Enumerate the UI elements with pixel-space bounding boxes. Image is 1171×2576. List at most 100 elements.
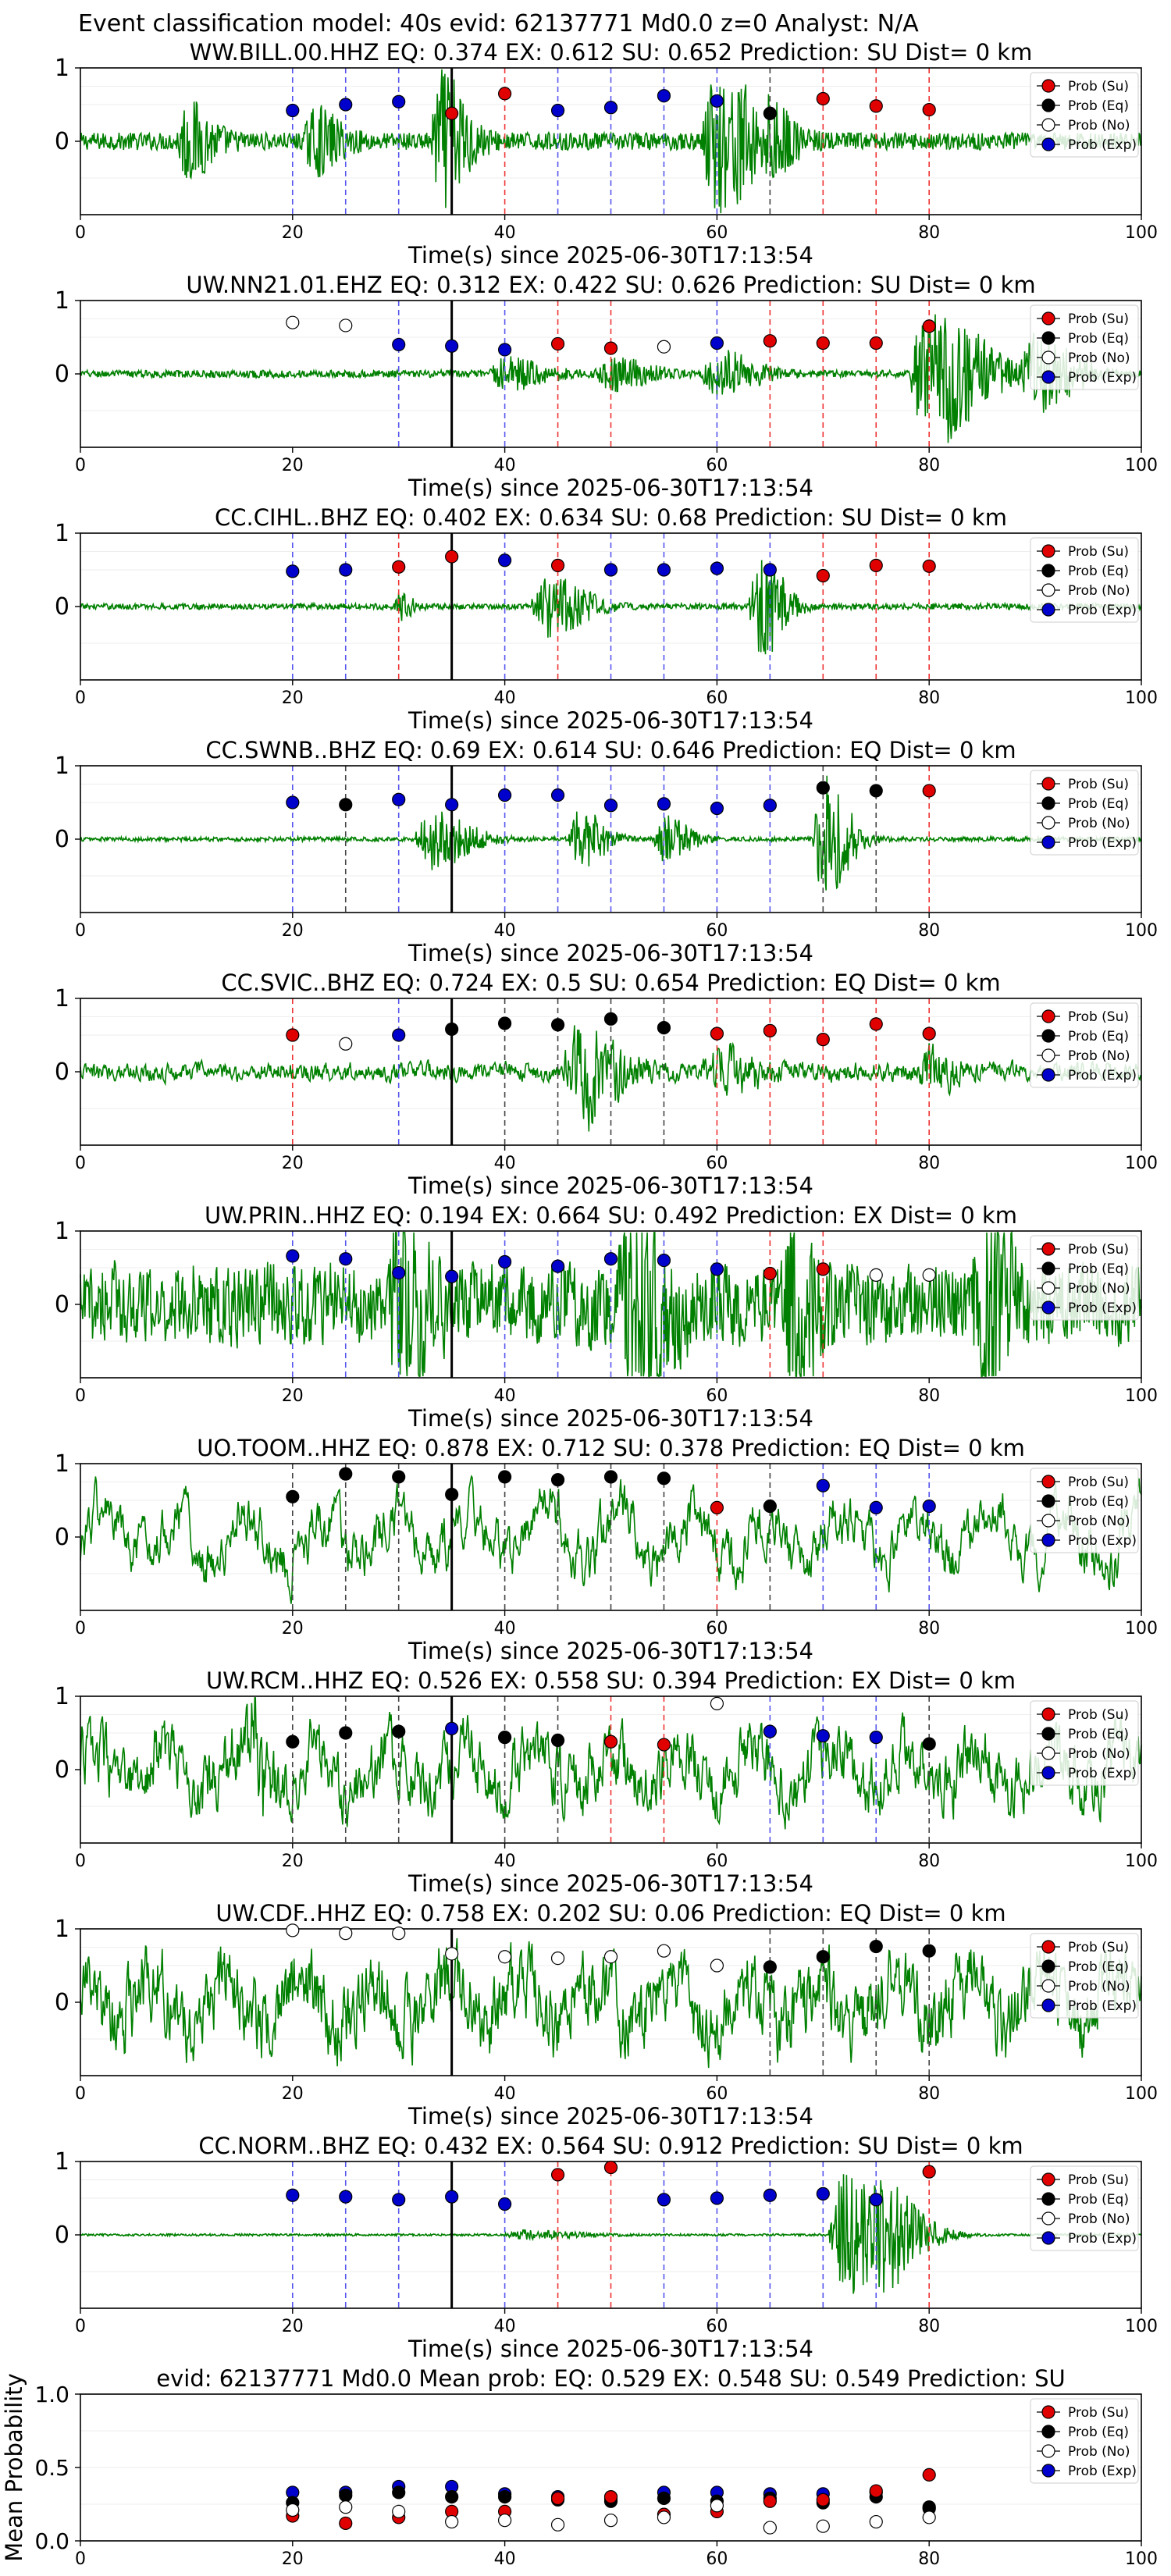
panel-title: CC.CIHL..BHZ EQ: 0.402 EX: 0.634 SU: 0.6… [215,504,1007,531]
legend-label-exp: Prob (Exp) [1068,2231,1137,2247]
prob-point-su [922,2467,936,2482]
prob-point-exp [922,1499,936,1514]
prob-point-su [603,2160,618,2175]
legend-box [1030,1235,1139,1321]
prob-point-exp [339,563,353,577]
legend-marker-su [1041,1940,1055,1954]
legend-label-exp: Prob (Exp) [1068,1533,1137,1549]
x-tick-label: 0 [75,1386,86,1406]
legend-marker-no [1041,2444,1055,2458]
prob-point-exp [497,2197,512,2211]
legend-marker-no [1041,1514,1055,1528]
x-tick-label: 80 [918,921,940,941]
prob-point-su [869,336,883,350]
y-tick-label: 0 [55,1059,69,1086]
x-tick-label: 100 [1125,456,1158,475]
prob-point-exp [445,339,459,353]
prob-point-su [497,87,512,101]
y-tick-label: 1 [55,287,69,315]
legend-label-no: Prob (No) [1068,118,1130,133]
x-tick-label: 60 [706,688,728,708]
prob-point-eq [497,1731,512,1745]
prob-point-exp [392,2193,406,2207]
prob-point-eq [763,1499,777,1514]
x-tick-label: 60 [706,2317,728,2336]
x-tick-label: 0 [75,223,86,243]
panel-title: UW.RCM..HHZ EQ: 0.526 EX: 0.558 SU: 0.39… [206,1667,1016,1694]
x-tick-label: 20 [282,2549,304,2569]
legend-marker-eq [1041,1261,1055,1276]
prob-point-su [550,2491,565,2506]
prob-point-no [816,2519,830,2533]
legend-label-no: Prob (No) [1068,2211,1130,2227]
legend-label-exp: Prob (Exp) [1068,1300,1137,1316]
prob-point-exp [869,2193,883,2207]
legend-label-no: Prob (No) [1068,350,1130,366]
x-tick-label: 20 [282,223,304,243]
seismic-waveform [80,2174,1142,2294]
prob-point-su [922,319,936,333]
legend-marker-eq [1041,564,1055,578]
x-axis-label: Time(s) since 2025-06-30T17:13:54 [408,940,813,966]
x-tick-label: 40 [494,1619,516,1638]
legend-label-exp: Prob (Exp) [1068,603,1137,618]
legend: Prob (Su) Prob (Eq) Prob (No) Prob (Exp) [1030,1002,1139,1088]
x-tick-label: 40 [494,1386,516,1406]
prob-point-exp [657,563,671,577]
prob-point-su [286,1028,300,1042]
legend-marker-su [1041,1475,1055,1489]
prob-point-su [445,550,459,564]
prob-point-su [763,334,777,348]
page-title: Event classification model: 40s evid: 62… [78,10,919,37]
legend-label-eq: Prob (Eq) [1068,331,1129,347]
x-tick-label: 40 [494,921,516,941]
x-tick-label: 80 [918,1386,940,1406]
x-tick-label: 20 [282,2084,304,2104]
legend-label-no: Prob (No) [1068,1048,1130,1064]
prob-point-su [869,1017,883,1031]
legend-label-su: Prob (Su) [1068,311,1129,327]
prob-point-su [922,784,936,798]
x-tick-label: 20 [282,456,304,475]
legend-marker-eq [1041,2192,1055,2206]
x-tick-label: 0 [75,2084,86,2104]
prob-point-no [710,2499,724,2513]
prob-point-no [497,1950,512,1964]
legend-marker-eq [1041,1959,1055,1973]
x-axis-label: Time(s) since 2025-06-30T17:13:54 [408,1870,813,1897]
x-tick-label: 100 [1125,1619,1158,1638]
prob-point-exp [710,2191,724,2205]
prob-point-no [286,2503,300,2517]
prob-point-exp [869,1731,883,1745]
panel-title: UW.NN21.01.EHZ EQ: 0.312 EX: 0.422 SU: 0… [186,272,1035,298]
prob-point-eq [339,798,353,812]
x-tick-label: 0 [75,1154,86,1173]
prob-point-no [869,1268,883,1283]
y-tick-label: 1 [55,1916,69,1943]
legend-label-su: Prob (Su) [1068,2405,1129,2421]
legend: Prob (Su) Prob (Eq) Prob (No) Prob (Exp) [1030,537,1139,623]
prob-point-eq [497,2490,512,2504]
prob-point-exp [763,1724,777,1738]
legend-label-su: Prob (Su) [1068,777,1129,792]
legend-marker-exp [1041,1533,1055,1547]
prob-point-su [922,102,936,117]
prob-point-eq [657,1020,671,1035]
prob-point-eq [445,1487,459,1502]
legend-marker-exp [1041,1068,1055,1082]
legend-label-eq: Prob (Eq) [1068,2192,1129,2208]
prob-point-su [816,91,830,106]
panel-9: UW.CDF..HHZ EQ: 0.758 EX: 0.202 SU: 0.06… [55,1900,1158,2129]
panel-7: UO.TOOM..HHZ EQ: 0.878 EX: 0.712 SU: 0.3… [55,1435,1158,1664]
legend-marker-exp [1041,603,1055,617]
x-tick-label: 60 [706,2549,728,2569]
legend-label-exp: Prob (Exp) [1068,1766,1137,1781]
prob-point-exp [286,795,300,809]
prob-point-eq [339,2489,353,2503]
prob-point-no [550,2517,565,2532]
prob-point-exp [286,564,300,578]
prob-point-eq [922,1944,936,1958]
panel-title: UO.TOOM..HHZ EQ: 0.878 EX: 0.712 SU: 0.3… [197,1435,1025,1461]
prob-point-exp [603,1252,618,1266]
prob-point-su [392,560,406,574]
